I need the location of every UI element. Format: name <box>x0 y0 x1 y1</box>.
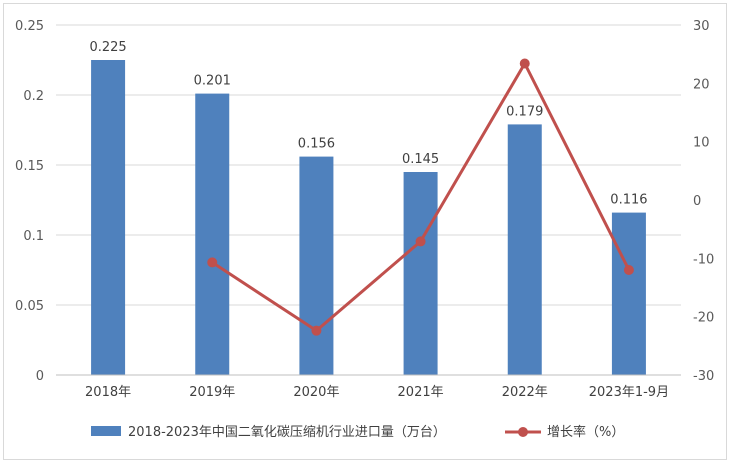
y-left-tick-label: 0.05 <box>15 299 44 314</box>
bar-data-labels: 0.225 0.201 0.156 0.145 0.179 0.116 <box>89 40 647 208</box>
y-right-tick-label: 10 <box>693 136 710 151</box>
x-tick-label: 2019年 <box>189 385 235 400</box>
bar-series <box>91 60 646 376</box>
axes: 0 0.05 0.1 0.15 0.2 0.25 -30 -20 -10 0 10 20 30 2018年… <box>15 19 714 400</box>
bar <box>91 60 126 375</box>
growth-point <box>623 265 634 275</box>
legend-bar-swatch <box>91 426 121 436</box>
bar <box>507 124 542 376</box>
y-left-tick-label: 0.25 <box>15 19 44 34</box>
y-right-tick-label: -30 <box>693 369 714 384</box>
x-tick-label: 2022年 <box>502 385 548 400</box>
bar-data-label: 0.116 <box>610 193 647 208</box>
gridlines <box>56 24 681 376</box>
x-tick-label: 2018年 <box>85 385 131 400</box>
bar <box>611 212 646 375</box>
legend-line-label: 增长率（%） <box>547 424 624 440</box>
chart-frame <box>3 3 727 460</box>
x-tick-label: 2023年1-9月 <box>589 385 669 400</box>
bar-data-label: 0.145 <box>402 152 439 167</box>
line-series <box>207 58 634 336</box>
growth-point <box>207 257 218 268</box>
bar-data-label: 0.156 <box>298 137 335 152</box>
y-left-tick-label: 0.15 <box>15 159 44 174</box>
bar <box>403 172 438 375</box>
y-right-tick-label: -10 <box>693 252 714 267</box>
legend-line-marker <box>518 427 528 437</box>
bar <box>195 93 230 375</box>
growth-point <box>415 236 426 247</box>
growth-point <box>519 58 530 69</box>
x-tick-label: 2020年 <box>293 385 339 400</box>
y-right-tick-label: 20 <box>693 77 710 92</box>
bar-data-label: 0.201 <box>194 74 231 89</box>
y-right-tick-label: 0 <box>693 194 701 209</box>
y-left-tick-label: 0.2 <box>23 89 44 104</box>
legend: 2018-2023年中国二氧化碳压缩机行业进口量（万台） 增长率（%） <box>91 424 624 440</box>
x-tick-label: 2021年 <box>398 385 444 400</box>
y-right-tick-label: 30 <box>693 19 710 34</box>
bar <box>299 156 334 375</box>
bar-data-label: 0.179 <box>506 104 543 119</box>
bar-data-label: 0.225 <box>89 40 126 55</box>
growth-point <box>311 325 322 336</box>
y-left-tick-label: 0 <box>36 369 44 384</box>
y-left-tick-label: 0.1 <box>23 229 44 244</box>
legend-bar-label: 2018-2023年中国二氧化碳压缩机行业进口量（万台） <box>128 424 446 440</box>
y-right-tick-label: -20 <box>693 311 714 326</box>
